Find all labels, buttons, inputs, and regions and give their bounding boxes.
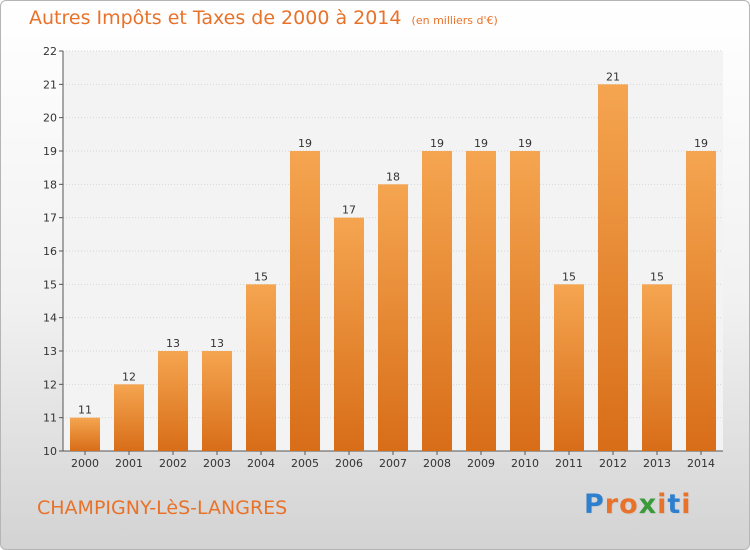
- town-name: CHAMPIGNY-LèS-LANGRES: [37, 497, 288, 519]
- bar-value-label: 18: [386, 170, 400, 183]
- y-tick-label: 15: [43, 278, 57, 291]
- x-tick-label: 2008: [423, 457, 451, 470]
- bar-value-label: 19: [474, 137, 488, 150]
- bar-2003: [202, 351, 232, 451]
- chart-title: Autres Impôts et Taxes de 2000 à 2014 (e…: [29, 7, 498, 29]
- bar-2001: [114, 384, 144, 451]
- bar-2006: [334, 217, 364, 451]
- x-tick-label: 2012: [599, 457, 627, 470]
- x-tick-label: 2003: [203, 457, 231, 470]
- bar-value-label: 15: [254, 270, 268, 283]
- logo-letter: t: [667, 489, 682, 520]
- y-tick-label: 14: [43, 312, 57, 325]
- bar-2004: [246, 284, 276, 451]
- x-tick-label: 2014: [687, 457, 715, 470]
- x-tick-label: 2011: [555, 457, 583, 470]
- bar-value-label: 13: [210, 337, 224, 350]
- chart-title-unit: (en milliers d'€): [411, 14, 498, 27]
- x-tick-label: 2002: [159, 457, 187, 470]
- bar-2010: [510, 151, 540, 451]
- bar-2014: [686, 151, 716, 451]
- x-tick-label: 2009: [467, 457, 495, 470]
- y-tick-label: 12: [43, 378, 57, 391]
- x-tick-label: 2006: [335, 457, 363, 470]
- logo-letter: P: [584, 489, 605, 520]
- proxiti-logo: Proxiti: [584, 489, 692, 520]
- logo-letter: i: [657, 489, 668, 520]
- logo-letter: o: [619, 489, 639, 520]
- bar-value-label: 13: [166, 337, 180, 350]
- y-tick-label: 20: [43, 112, 57, 125]
- y-tick-label: 21: [43, 78, 57, 91]
- y-tick-label: 13: [43, 345, 57, 358]
- bar-value-label: 12: [122, 370, 136, 383]
- bar-2007: [378, 184, 408, 452]
- bar-2013: [642, 284, 672, 451]
- bar-2000: [70, 417, 100, 451]
- bar-2012: [598, 84, 628, 451]
- bar-value-label: 21: [606, 70, 620, 83]
- bar-value-label: 19: [430, 137, 444, 150]
- x-tick-label: 2000: [71, 457, 99, 470]
- bar-value-label: 15: [650, 270, 664, 283]
- x-tick-label: 2005: [291, 457, 319, 470]
- x-tick-label: 2001: [115, 457, 143, 470]
- y-tick-label: 22: [43, 45, 57, 58]
- logo-letter: x: [638, 489, 658, 520]
- logo-letter: r: [604, 489, 620, 520]
- bar-value-label: 17: [342, 204, 356, 217]
- bar-value-label: 15: [562, 270, 576, 283]
- y-tick-label: 11: [43, 412, 57, 425]
- x-tick-label: 2007: [379, 457, 407, 470]
- x-tick-label: 2013: [643, 457, 671, 470]
- bar-2009: [466, 151, 496, 451]
- bar-value-label: 19: [518, 137, 532, 150]
- bar-2005: [290, 151, 320, 451]
- bar-value-label: 19: [694, 137, 708, 150]
- bar-value-label: 11: [78, 404, 92, 417]
- x-tick-label: 2010: [511, 457, 539, 470]
- bar-2011: [554, 284, 584, 451]
- bar-2008: [422, 151, 452, 451]
- y-tick-label: 19: [43, 145, 57, 158]
- logo-letter: i: [681, 489, 692, 520]
- y-tick-label: 18: [43, 178, 57, 191]
- chart-title-text: Autres Impôts et Taxes de 2000 à 2014: [29, 7, 402, 29]
- bar-value-label: 19: [298, 137, 312, 150]
- x-tick-label: 2004: [247, 457, 275, 470]
- y-tick-label: 16: [43, 245, 57, 258]
- y-tick-label: 17: [43, 212, 57, 225]
- bar-2002: [158, 351, 188, 451]
- y-tick-label: 10: [43, 445, 57, 458]
